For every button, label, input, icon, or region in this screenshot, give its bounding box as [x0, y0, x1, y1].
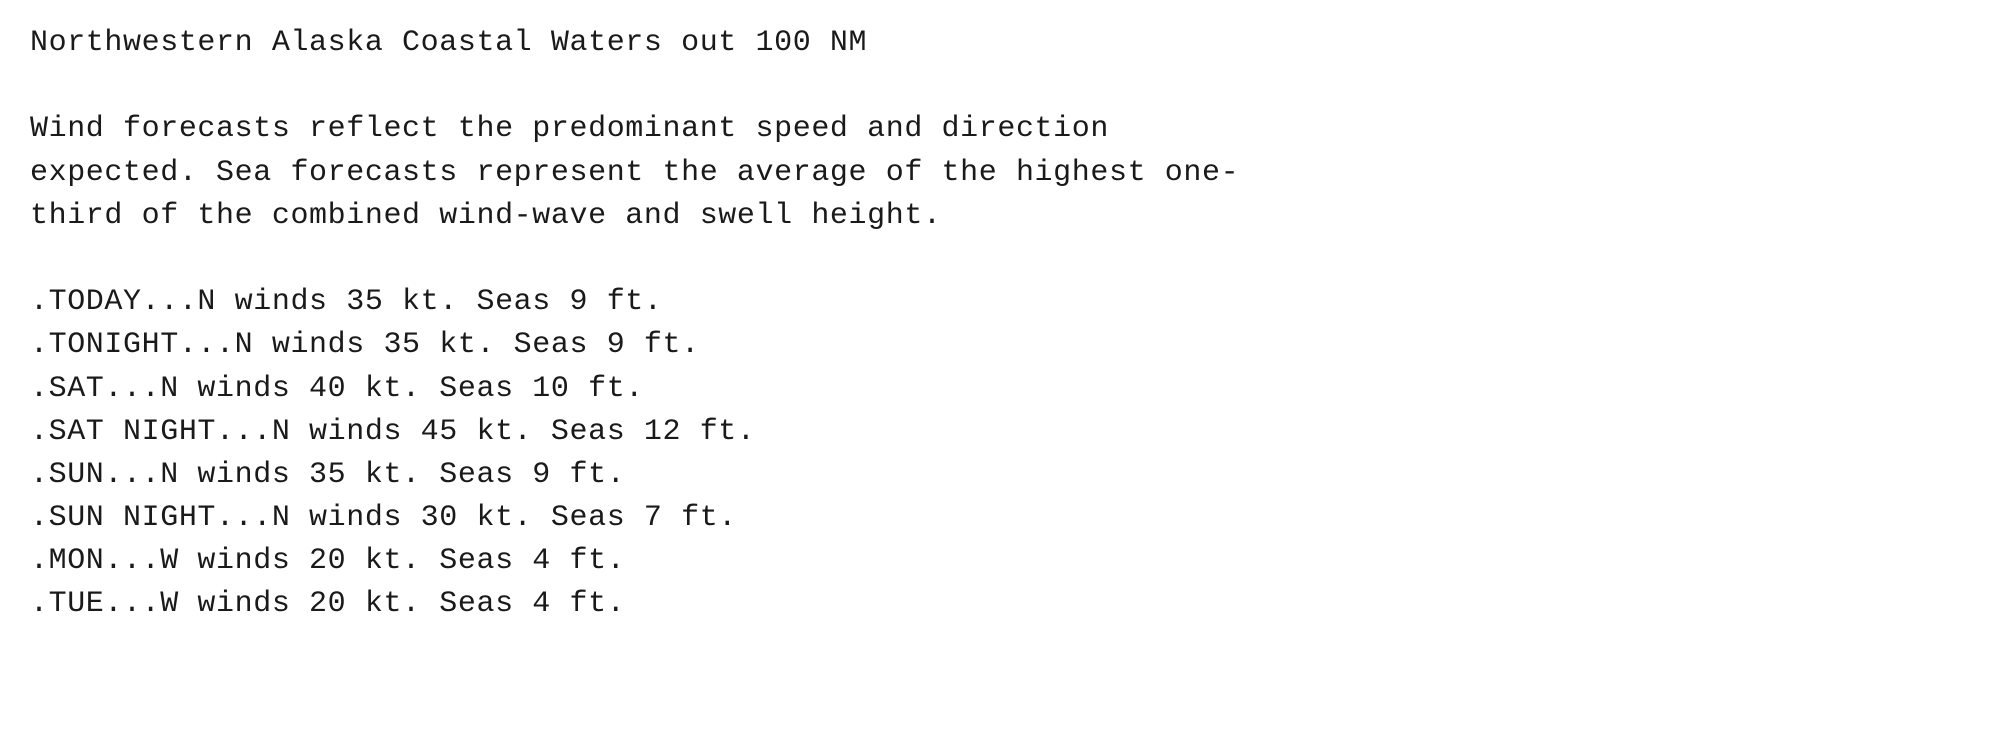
forecast-text-block: Northwestern Alaska Coastal Waters out 1…: [0, 0, 2000, 627]
